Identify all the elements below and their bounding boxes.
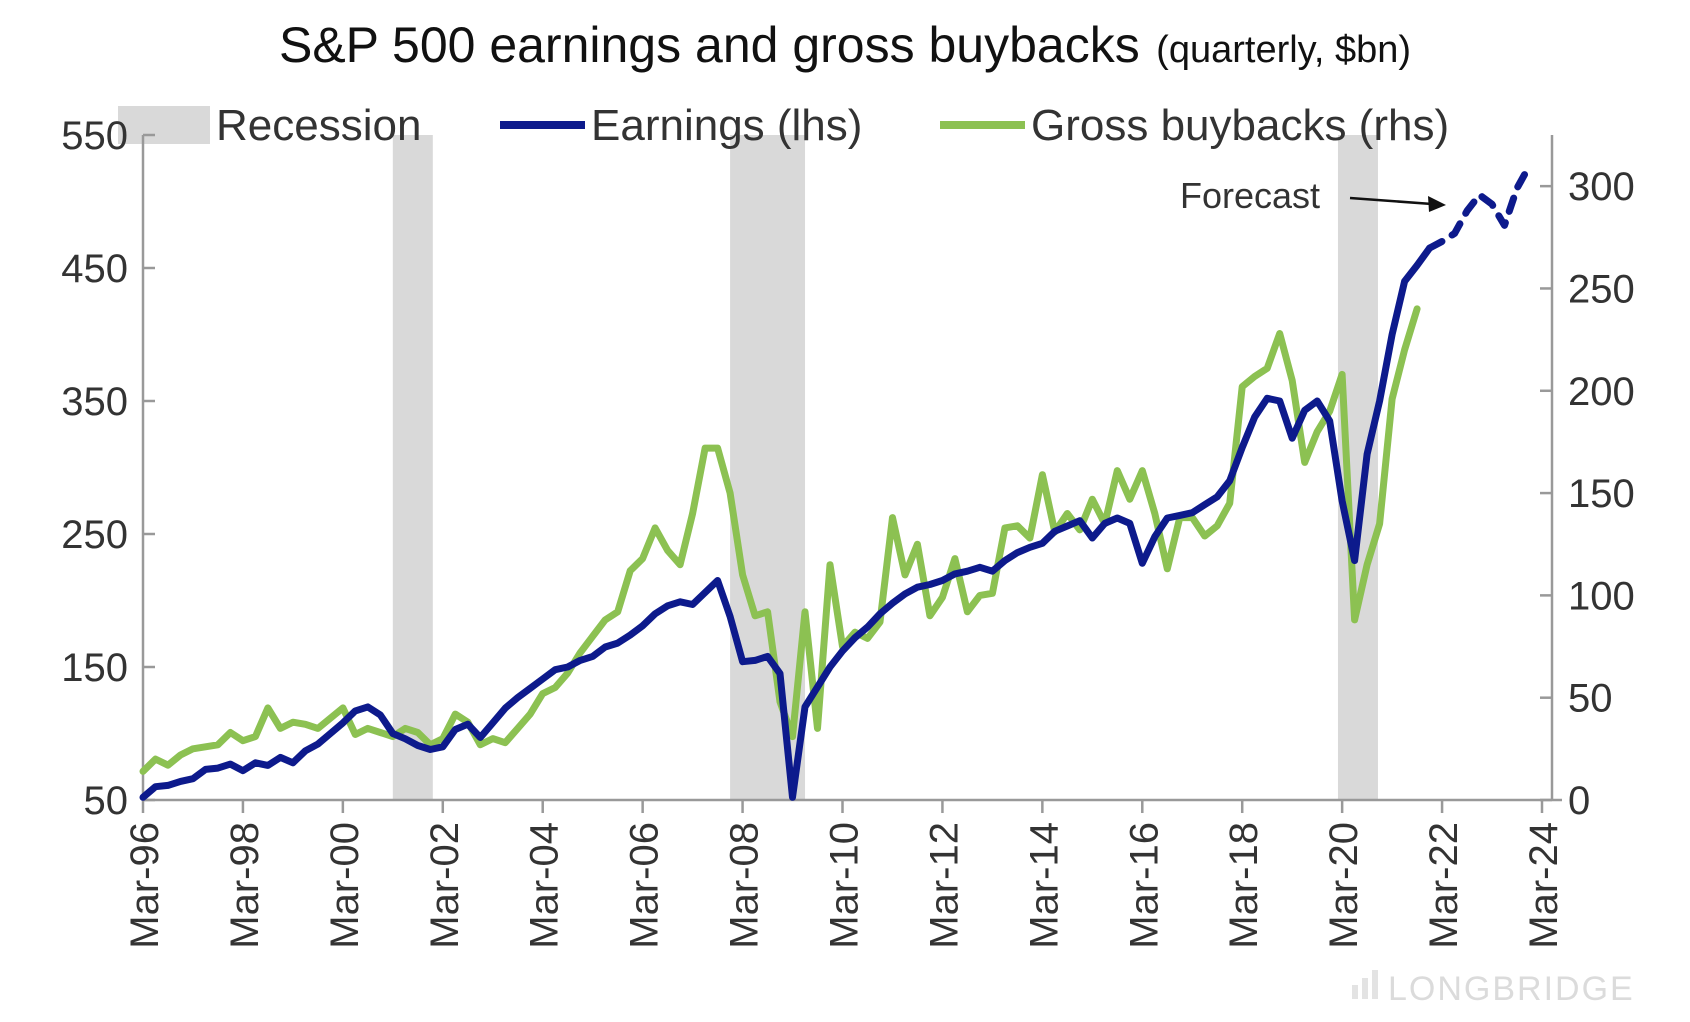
legend-swatch-recession — [118, 106, 210, 144]
x-tick-label: Mar-98 — [223, 822, 267, 949]
x-tick-label: Mar-10 — [823, 822, 867, 949]
legend-label-recession: Recession — [216, 101, 421, 150]
chart-title-main: S&P 500 earnings and gross buybacks — [279, 17, 1140, 73]
x-tick-label: Mar-16 — [1122, 822, 1166, 949]
forecast-arrow-head — [1428, 196, 1446, 212]
x-tick-label: Mar-02 — [423, 822, 467, 949]
x-tick-label: Mar-06 — [623, 822, 667, 949]
y-right-tick-label: 300 — [1568, 165, 1635, 209]
x-tick-label: Mar-04 — [523, 822, 567, 949]
series — [139, 162, 1533, 801]
y-right-tick-label: 150 — [1568, 472, 1635, 516]
forecast-label: Forecast — [1180, 175, 1320, 216]
chart-title: S&P 500 earnings and gross buybacks (qua… — [279, 17, 1411, 73]
y-left-tick-label: 50 — [84, 779, 129, 823]
y-left-tick-label: 150 — [61, 646, 128, 690]
x-tick-label: Mar-14 — [1022, 822, 1066, 949]
y-right-tick-label: 200 — [1568, 370, 1635, 414]
watermark-text: LONGBRIDGE — [1388, 970, 1635, 1008]
y-left-tick-label: 250 — [61, 513, 128, 557]
earnings-line — [139, 244, 1434, 801]
x-tick-label: Mar-20 — [1322, 822, 1366, 949]
x-tick-label: Mar-12 — [922, 822, 966, 949]
recession-band-1 — [730, 135, 806, 800]
y-left-tick-label: 450 — [61, 247, 128, 291]
x-tick-label: Mar-24 — [1522, 822, 1566, 949]
legend-label-earnings: Earnings (lhs) — [591, 101, 862, 150]
x-tick-label: Mar-08 — [723, 822, 767, 949]
forecast-annotation: Forecast — [1180, 175, 1446, 216]
y-left-tick-label: 550 — [61, 114, 128, 158]
watermark: LONGBRIDGE — [1352, 970, 1635, 1008]
recession-bands — [392, 135, 1378, 800]
y-right-tick-label: 250 — [1568, 267, 1635, 311]
watermark-logo-icon-bar2 — [1362, 978, 1368, 999]
earnings-forecast-line — [1426, 162, 1533, 252]
tick-marks — [141, 133, 1552, 813]
legend: Recession Earnings (lhs) Gross buybacks … — [118, 101, 1449, 150]
watermark-logo-icon-bar3 — [1372, 970, 1378, 999]
forecast-arrow-line — [1349, 196, 1433, 206]
x-tick-label: Mar-00 — [323, 822, 367, 949]
y-right-tick-label: 50 — [1568, 677, 1613, 721]
watermark-logo-icon — [1352, 985, 1358, 999]
x-tick-label: Mar-96 — [123, 822, 167, 949]
y-left-tick-label: 350 — [61, 380, 128, 424]
x-tick-label: Mar-18 — [1222, 822, 1266, 949]
legend-label-buybacks: Gross buybacks (rhs) — [1031, 101, 1449, 150]
x-tick-label: Mar-22 — [1422, 822, 1466, 949]
y-right-tick-label: 0 — [1568, 779, 1590, 823]
chart-title-sub: (quarterly, $bn) — [1156, 29, 1411, 71]
recession-band-0 — [392, 135, 433, 800]
axes — [141, 135, 1562, 802]
y-right-tick-label: 100 — [1568, 574, 1635, 618]
tick-labels: 50 150 250 350 450 550 0 50 100 150 200 250 300 Mar-9… — [61, 114, 1635, 949]
